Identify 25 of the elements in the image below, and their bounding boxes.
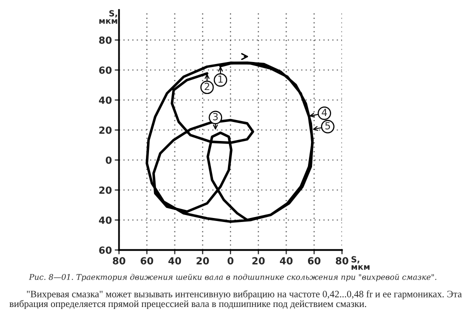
- y-tick-label: 60: [99, 66, 112, 74]
- x-tick-label: 0: [228, 257, 234, 264]
- x-tick-label: 40: [280, 257, 293, 264]
- annotation: 4: [322, 108, 327, 116]
- annotation: 1: [218, 76, 223, 83]
- x-tick-label: 80: [336, 257, 348, 264]
- y-axis-title: S, мкм: [99, 10, 118, 24]
- x-tick-label: 60: [140, 257, 154, 264]
- x-tick-label: 40: [168, 257, 182, 264]
- y-tick-label: 40: [98, 96, 112, 104]
- annotation: 2: [204, 82, 210, 90]
- y-tick-label: 80: [99, 36, 112, 44]
- x-tick-label: 80: [112, 257, 126, 264]
- y-tick-label: 40: [98, 216, 112, 224]
- annotation: 5: [325, 122, 330, 130]
- y-tick-label: 20: [99, 126, 112, 134]
- y-tick-label: 0: [106, 156, 112, 164]
- x-tick-label: 20: [196, 257, 209, 264]
- y-tick-label: 20: [99, 186, 112, 194]
- x-tick-label: 60: [308, 257, 320, 264]
- x-axis-title: S, мкм: [352, 256, 370, 270]
- y-tick-label: 60: [99, 246, 112, 254]
- annotation: 3: [213, 112, 218, 120]
- text: "Вихревая смазка" может вызывать интенсивную вибрацию на частоте 0,42...0,48 fr и ее гармониках. Эта вибрация определяется прямой прецессией вала в подшипнике под действием смазки.: [9, 290, 462, 310]
- x-tick-label: 20: [252, 257, 265, 264]
